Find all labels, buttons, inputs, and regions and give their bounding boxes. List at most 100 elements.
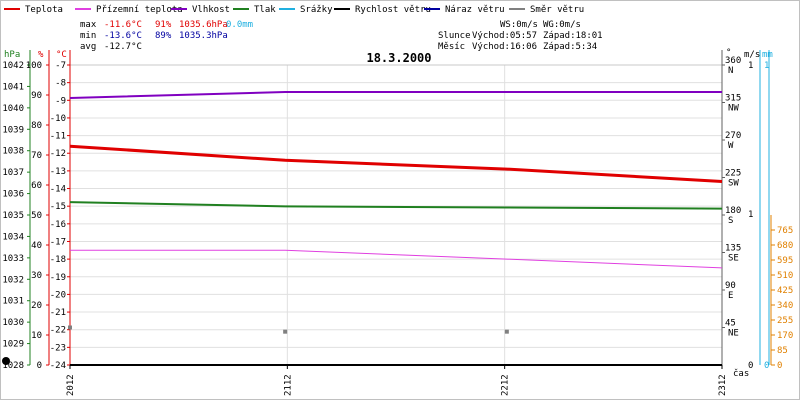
legend-item-prizemni-teplota[interactable]: Přízemní teplota	[75, 5, 183, 15]
axis-tick-label-temperature: -8	[55, 79, 66, 89]
axis-tick-label-temperature: -21	[50, 308, 66, 318]
axis-tick-label-temperature: -15	[50, 202, 66, 212]
legend-item-srazky[interactable]: Srážky	[279, 5, 333, 15]
moonrise-time: Východ:16:06	[472, 42, 537, 52]
x-axis-label: čas	[733, 368, 749, 379]
axis-tick-label-rain-rate: 425	[777, 286, 793, 296]
axis-tick-label-x: 2012	[66, 374, 76, 396]
legend-item-naraz-vetru[interactable]: Náraz větru	[424, 5, 505, 15]
axis-tick-label-direction: 180	[725, 206, 741, 216]
sunset-time: Západ:18:01	[543, 31, 603, 41]
stats-max-temp: -11.6°C	[104, 20, 142, 30]
axis-tick-label-temperature: -9	[55, 96, 66, 106]
axis-tick-label-x: 2112	[283, 374, 293, 396]
axis-tick-label-rain-rate: 510	[777, 271, 793, 281]
axis-tick-label-humidity: 50	[31, 211, 42, 221]
axis-tick-label-temperature: -17	[50, 237, 66, 247]
wind-direction-point	[68, 325, 72, 330]
axis-tick-label-rain: 0	[764, 361, 769, 371]
axis-tick-label-wind: 1	[748, 61, 753, 71]
axis-unit-pressure: hPa	[4, 50, 20, 60]
legend-item-smer-vetru[interactable]: Směr větru	[509, 5, 584, 15]
stats-min-pressure: 1035.3hPa	[179, 31, 228, 41]
axis-tick-compass-direction: W	[728, 141, 734, 151]
axis-tick-label-pressure: 1034	[2, 232, 24, 242]
axis-tick-label-temperature: -16	[50, 220, 66, 230]
chart-axes: hPa1028102910301031103210331034103510361…	[2, 48, 793, 396]
stats-max-pressure: 1035.6hPa	[179, 20, 228, 30]
wind-gust-readout: WG:0m/s	[543, 20, 581, 30]
axis-tick-compass-direction: SW	[728, 179, 739, 189]
legend-label: Vlhkost	[192, 5, 230, 15]
axis-tick-label-rain-rate: 255	[777, 316, 793, 326]
legend-label: Tlak	[254, 5, 276, 15]
axis-tick-label-pressure: 1039	[2, 125, 24, 135]
axis-tick-label-rain-rate: 765	[777, 226, 793, 236]
axis-unit-temperature: °C	[56, 50, 67, 60]
axis-tick-label-temperature: -24	[50, 361, 66, 371]
axis-tick-label-humidity: 90	[31, 91, 42, 101]
plot-area	[69, 64, 723, 366]
axis-tick-compass-direction: E	[728, 291, 733, 301]
axis-tick-label-humidity: 60	[31, 181, 42, 191]
axis-tick-label-pressure: 1028	[2, 361, 24, 371]
axis-tick-label-pressure: 1042	[2, 61, 24, 71]
axis-tick-compass-direction: NE	[728, 329, 739, 339]
legend-item-rychlost-vetru[interactable]: Rychlost větru	[334, 5, 431, 15]
stats-max-label: max	[80, 20, 97, 30]
axis-tick-label-direction: 45	[725, 319, 736, 329]
chart-legend: Teplota Přízemní teplota Vlhkost Tlak Sr…	[4, 5, 584, 15]
axis-unit-humidity: %	[38, 50, 44, 60]
stats-max-humidity: 91%	[155, 20, 172, 30]
axis-tick-label-temperature: -22	[50, 326, 66, 336]
axis-unit-direction: °	[726, 48, 731, 58]
axis-tick-label-wind: 0	[748, 361, 753, 371]
legend-label: Teplota	[25, 5, 63, 15]
legend-item-vlhkost[interactable]: Vlhkost	[171, 5, 230, 15]
series-line-tlak	[69, 201, 723, 210]
legend-item-tlak[interactable]: Tlak	[233, 5, 276, 15]
axis-tick-label-rain: 1	[764, 61, 769, 71]
axis-tick-label-rain-rate: 680	[777, 241, 793, 251]
axis-tick-label-humidity: 70	[31, 151, 42, 161]
series-line-p-zemn-teplota	[70, 249, 723, 269]
axis-tick-label-temperature: -7	[55, 61, 66, 71]
stats-block: max -11.6°C 91% 1035.6hPa 0.0mm min -13.…	[80, 20, 253, 52]
axis-tick-label-humidity: 0	[37, 361, 42, 371]
legend-label: Rychlost větru	[355, 5, 431, 15]
axis-tick-label-humidity: 20	[31, 301, 42, 311]
axis-tick-label-temperature: -19	[50, 273, 66, 283]
axis-tick-label-humidity: 10	[31, 331, 42, 341]
axis-tick-label-pressure: 1031	[2, 297, 24, 307]
axis-tick-label-rain-rate: 170	[777, 331, 793, 341]
axis-tick-label-rain-rate: 0	[777, 361, 782, 371]
axis-tick-label-pressure: 1041	[2, 82, 24, 92]
axis-tick-label-pressure: 1033	[2, 254, 24, 264]
legend-label: Náraz větru	[445, 5, 505, 15]
axis-tick-label-pressure: 1036	[2, 190, 24, 200]
axis-tick-label-direction: 225	[725, 169, 741, 179]
axis-tick-label-pressure: 1040	[2, 104, 24, 114]
axis-tick-label-rain-rate: 340	[777, 301, 793, 311]
plot-border	[69, 64, 723, 366]
series-layer	[2, 91, 723, 366]
axis-tick-label-direction: 90	[725, 281, 736, 291]
axis-tick-label-humidity: 30	[31, 271, 42, 281]
series-line-vlhkost	[69, 91, 722, 99]
axis-tick-compass-direction: N	[728, 66, 733, 76]
axis-tick-label-rain-rate: 85	[777, 346, 788, 356]
stats-min-temp: -13.6°C	[104, 31, 142, 41]
legend-item-teplota[interactable]: Teplota	[4, 5, 63, 15]
legend-label: Směr větru	[530, 5, 584, 15]
legend-label: Srážky	[300, 5, 333, 15]
series-line-teplota	[69, 144, 723, 183]
current-value-marker	[2, 357, 10, 365]
axis-tick-label-temperature: -10	[50, 114, 66, 124]
sunrise-time: Východ:05:57	[472, 31, 537, 41]
axis-unit-rain: mm	[762, 50, 773, 60]
axis-tick-compass-direction: S	[728, 216, 733, 226]
axis-tick-label-direction: 360	[725, 56, 741, 66]
axis-tick-label-pressure: 1030	[2, 318, 24, 328]
stats-avg-label: avg	[80, 42, 96, 52]
